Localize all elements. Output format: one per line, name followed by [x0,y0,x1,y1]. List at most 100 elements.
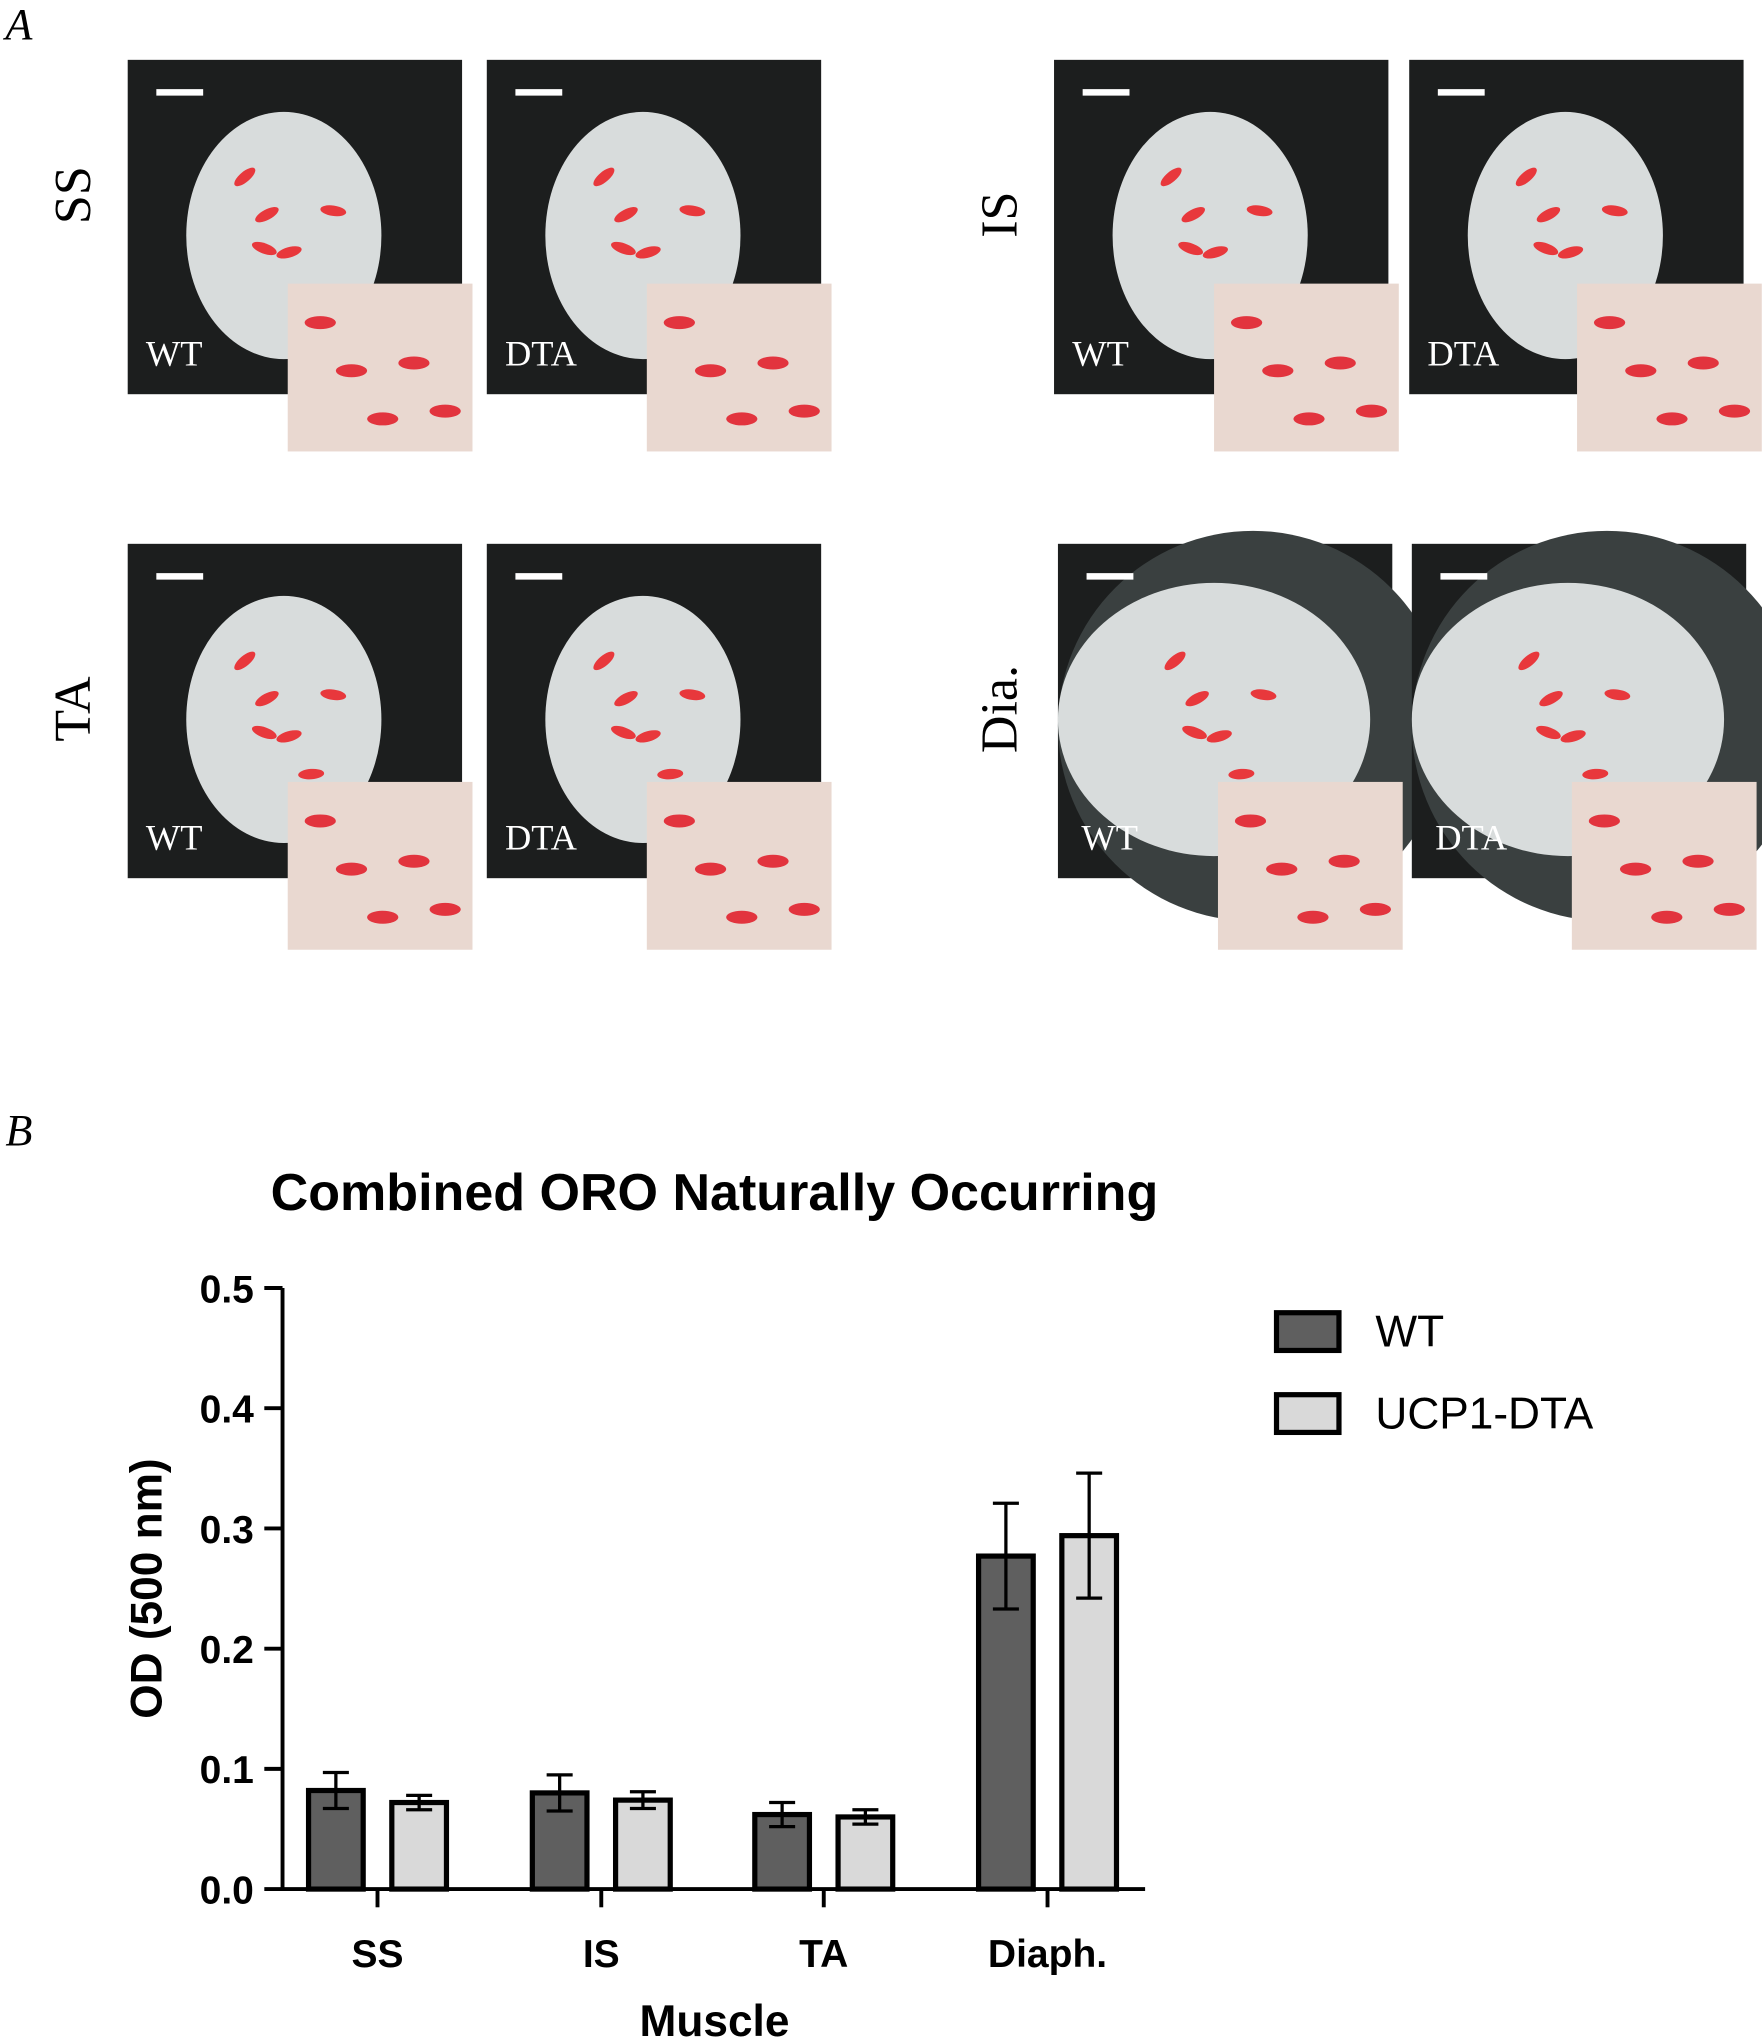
stain [1533,241,1559,256]
condition-label: WT [146,334,203,374]
tissue [545,595,741,844]
stain [1656,412,1688,426]
condition-label: DTA [505,334,578,374]
stain [694,862,727,876]
stain [1185,691,1209,707]
stain [611,241,636,256]
stain [304,316,336,330]
stain [335,862,368,876]
stain [757,356,789,370]
stain [1359,902,1391,916]
stain [1246,205,1273,217]
row-label: SS [45,166,102,224]
stain [1619,862,1652,876]
stain [1355,404,1388,418]
stain [788,902,820,916]
chart: Combined ORO Naturally Occurring OD (500 … [123,1164,1594,2040]
stain [429,902,461,916]
stain [611,725,636,740]
stain [276,246,302,259]
error-bar [992,1501,1019,1611]
stain [1682,854,1714,868]
condition-label: WT [1072,334,1129,374]
stain [1604,689,1631,701]
inset [287,781,473,950]
stain [276,730,302,743]
stain [1328,854,1360,868]
x-axis-label: Muscle [640,1997,790,2040]
stain [1297,910,1329,924]
x-tick-label: IS [583,1933,620,1976]
error-bar [769,1800,796,1829]
error-bar [629,1790,656,1811]
stain [635,246,661,259]
stain [1206,730,1232,743]
y-tick-label: 0.2 [200,1629,254,1672]
stain [1560,730,1586,743]
stain [320,689,347,701]
stain [429,404,461,418]
condition-label: WT [1081,818,1138,858]
error-bar [852,1808,879,1826]
y-tick-label: 0.5 [200,1268,254,1311]
stain [635,730,661,743]
stain [657,768,684,780]
axes [280,1288,1146,1892]
stain [1588,814,1620,828]
stain [398,854,430,868]
condition-label: DTA [1435,818,1508,858]
stain [1536,207,1561,223]
stain [1182,725,1207,740]
legend-label: UCP1-DTA [1375,1390,1593,1439]
error-bar [546,1773,573,1813]
stain [757,854,789,868]
stain [1718,404,1751,418]
inset [1571,781,1757,950]
stain [1713,902,1745,916]
stain [1178,241,1203,256]
stain [1651,910,1683,924]
stain [663,316,695,330]
error-bar [322,1770,349,1811]
stain [1230,316,1263,330]
y-tick-label: 0.1 [200,1749,254,1792]
stain [234,651,256,671]
stain [1160,167,1182,187]
stain [726,910,758,924]
stain [298,768,325,780]
stain [1582,768,1609,780]
stain [788,404,820,418]
x-tick-label: Diaph. [988,1933,1107,1976]
panel-label: B [5,1106,32,1155]
chart-title: Combined ORO Naturally Occurring [271,1164,1159,1222]
stain [1266,862,1298,876]
y-tick-label: 0.4 [200,1389,255,1432]
stain [1228,768,1255,780]
inset [1577,283,1762,452]
stain [320,205,347,217]
inset [646,781,832,950]
x-tick-label: SS [351,1933,403,1976]
stain [1601,205,1628,217]
y-axis-label: OD (500 nm) [123,1458,172,1718]
condition-label: DTA [1427,334,1500,374]
legend-swatch [1273,1392,1342,1436]
stain [614,207,638,223]
stain [679,689,706,701]
y-tick-label: 0.0 [200,1869,254,1912]
stain [255,207,279,223]
bar [835,1814,896,1892]
stain [255,691,279,707]
bar [612,1797,673,1892]
stain [1324,356,1356,370]
stain [593,651,615,671]
stain [1202,246,1228,259]
stain [694,364,727,378]
condition-label: WT [146,818,203,858]
stain [1293,412,1325,426]
legend-swatch [1273,1310,1342,1354]
tissue [186,595,382,844]
stain [367,412,399,426]
stain [1625,364,1657,378]
photo-panel: SS WT DTA IS WT DTA TA WT DTA Dia. WT DTA [45,59,1762,950]
